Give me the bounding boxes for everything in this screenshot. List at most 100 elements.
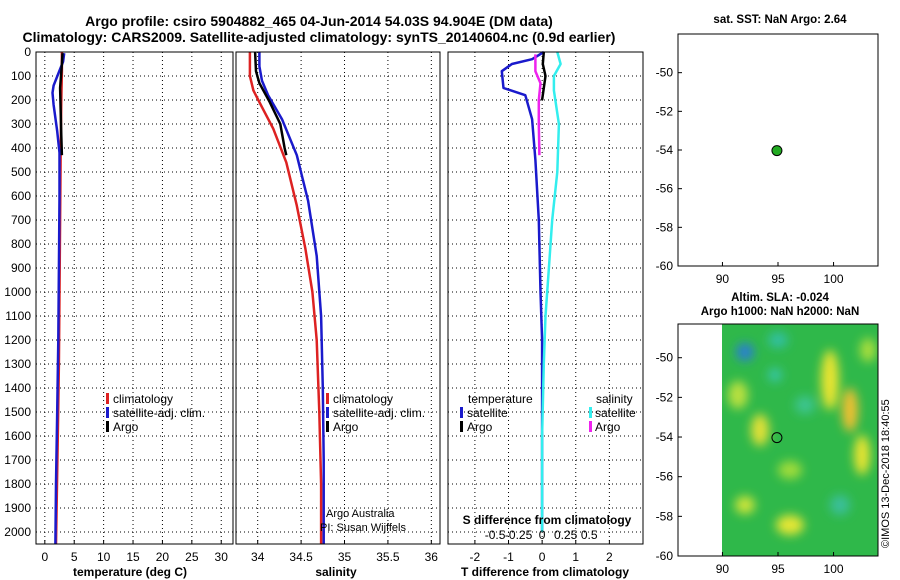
x-tick-label: 10 <box>97 550 111 564</box>
t-difference-xlabel: T difference from climatology <box>461 565 629 579</box>
x-tick-label: 30 <box>215 550 229 564</box>
sla-blob <box>860 338 876 362</box>
legend-argo-label: Argo <box>333 420 359 434</box>
sst-map-panel: sat. SST: NaN Argo: 2.64 90 95 100 -50 -52 -5… <box>656 14 879 286</box>
sla-blob <box>821 350 839 410</box>
sla-heatmap-blobs <box>728 332 876 535</box>
depth-tick-label: 1200 <box>4 333 31 347</box>
depth-tick-label: 800 <box>11 237 31 251</box>
sla-blob <box>830 495 850 515</box>
sla-blob <box>776 515 804 535</box>
temperature-panel: 0100200300400500600700800900100011001200… <box>4 45 234 579</box>
s-difference-x-ticks: -0.5 -0.25 0 0.25 0.5 <box>485 528 598 542</box>
x-tick-label: 34.5 <box>289 550 313 564</box>
depth-tick-label: 1600 <box>4 429 31 443</box>
salinity-grid <box>236 51 440 544</box>
series-line-satellite-adj-clim- <box>258 52 325 544</box>
series-line-climatology <box>248 52 323 544</box>
x-tick-label: 36 <box>425 550 439 564</box>
temperature-frame <box>35 51 234 545</box>
sla-title-line2: Argo h1000: NaN h2000: NaN <box>701 306 860 318</box>
salinity-frame <box>235 51 441 545</box>
legend-satellite-swatch <box>106 407 109 418</box>
depth-tick-label: 300 <box>11 117 31 131</box>
legend-salinity-heading: salinity <box>596 392 633 406</box>
salinity-xlabel: salinity <box>315 565 357 579</box>
x-tick-label: 5 <box>71 550 78 564</box>
depth-tick-label: 1500 <box>4 405 31 419</box>
sla-axis-ticks: 90 95 100 -50 -52 -54 -56 -58 -60 <box>656 351 844 576</box>
legend-argo-swatch <box>326 421 329 432</box>
x-tick-label: 34 <box>251 550 265 564</box>
sla-blob <box>728 381 748 409</box>
institution-note: Argo Australia <box>326 508 395 520</box>
legend-t-argo-swatch <box>460 421 463 432</box>
map-y-tick-label: -56 <box>656 470 674 484</box>
map-x-tick-label: 90 <box>716 272 730 286</box>
sla-heatmap <box>722 324 878 556</box>
x-tick-label: 15 <box>126 550 140 564</box>
legend-s-satellite-label: satellite <box>595 406 636 420</box>
depth-tick-label: 2000 <box>4 525 31 539</box>
legend-climatology-label: climatology <box>333 392 393 406</box>
map-y-tick-label: -60 <box>656 259 674 273</box>
legend-s-argo-swatch <box>589 421 592 432</box>
depth-tick-label: 1700 <box>4 453 31 467</box>
map-y-tick-label: -52 <box>656 390 674 404</box>
sla-blob <box>795 396 815 414</box>
x-tick-label: 35 <box>338 550 352 564</box>
pi-note: PI: Susan Wijffels <box>320 522 406 534</box>
legend-satellite-label: satellite-adj. clim. <box>333 406 425 420</box>
s-tick-label: 0.25 <box>554 528 578 542</box>
temperature-grid <box>36 51 233 544</box>
depth-tick-label: 100 <box>11 69 31 83</box>
depth-tick-label: 500 <box>11 165 31 179</box>
sla-blob <box>854 435 870 475</box>
s-tick-label: -0.5 <box>485 528 506 542</box>
x-tick-label: 2 <box>606 550 613 564</box>
x-tick-label: 35.5 <box>376 550 400 564</box>
series-line-t-argo <box>540 51 547 101</box>
legend-t-argo-label: Argo <box>467 420 493 434</box>
depth-tick-label: 600 <box>11 189 31 203</box>
series-line-argo <box>253 51 288 156</box>
salinity-x-ticks: 34 34.5 35 35.5 36 <box>251 540 438 564</box>
salinity-series <box>248 51 325 544</box>
legend-temperature-heading: temperature <box>468 392 533 406</box>
legend-satellite-label: satellite-adj. clim. <box>113 406 205 420</box>
x-tick-label: -2 <box>470 550 481 564</box>
difference-panel: -2 -1 0 1 2 -0.5 -0.25 0 0.25 0.5 S difference f… <box>447 50 644 579</box>
sst-axis-ticks: 90 95 100 -50 -52 -54 -56 -58 -60 <box>656 66 844 286</box>
legend-argo-swatch <box>106 421 109 432</box>
series-line-s-satellite <box>540 51 562 532</box>
difference-frame <box>447 51 644 545</box>
legend-satellite-swatch <box>326 407 329 418</box>
sla-blob <box>842 388 858 432</box>
legend-climatology-label: climatology <box>113 392 173 406</box>
map-y-tick-label: -58 <box>656 220 674 234</box>
t-difference-x-ticks: -2 -1 0 1 2 <box>470 540 613 564</box>
depth-tick-label: 200 <box>11 93 31 107</box>
x-tick-label: 0 <box>41 550 48 564</box>
map-x-tick-label: 90 <box>716 562 730 576</box>
x-tick-label: 1 <box>572 550 579 564</box>
depth-tick-label: 400 <box>11 141 31 155</box>
argo-location-marker <box>771 432 783 444</box>
depth-tick-label: 700 <box>11 213 31 227</box>
s-tick-label: 0 <box>539 528 546 542</box>
sst-title: sat. SST: NaN Argo: 2.64 <box>713 14 847 26</box>
salinity-legend: climatology satellite-adj. clim. Argo <box>326 392 425 434</box>
sla-blob <box>778 461 802 479</box>
x-tick-label: 0 <box>539 550 546 564</box>
sla-title-line1: Altim. SLA: -0.024 <box>731 292 829 304</box>
difference-grid <box>448 51 643 544</box>
depth-tick-label: 1900 <box>4 501 31 515</box>
map-x-tick-label: 100 <box>824 272 844 286</box>
temperature-series <box>51 52 66 545</box>
legend-climatology-swatch <box>106 393 109 404</box>
depth-tick-label: 1000 <box>4 285 31 299</box>
series-line-t-satellite <box>500 50 545 532</box>
depth-tick-label: 0 <box>24 45 31 59</box>
series-line-satellite-adj-clim- <box>51 53 66 545</box>
